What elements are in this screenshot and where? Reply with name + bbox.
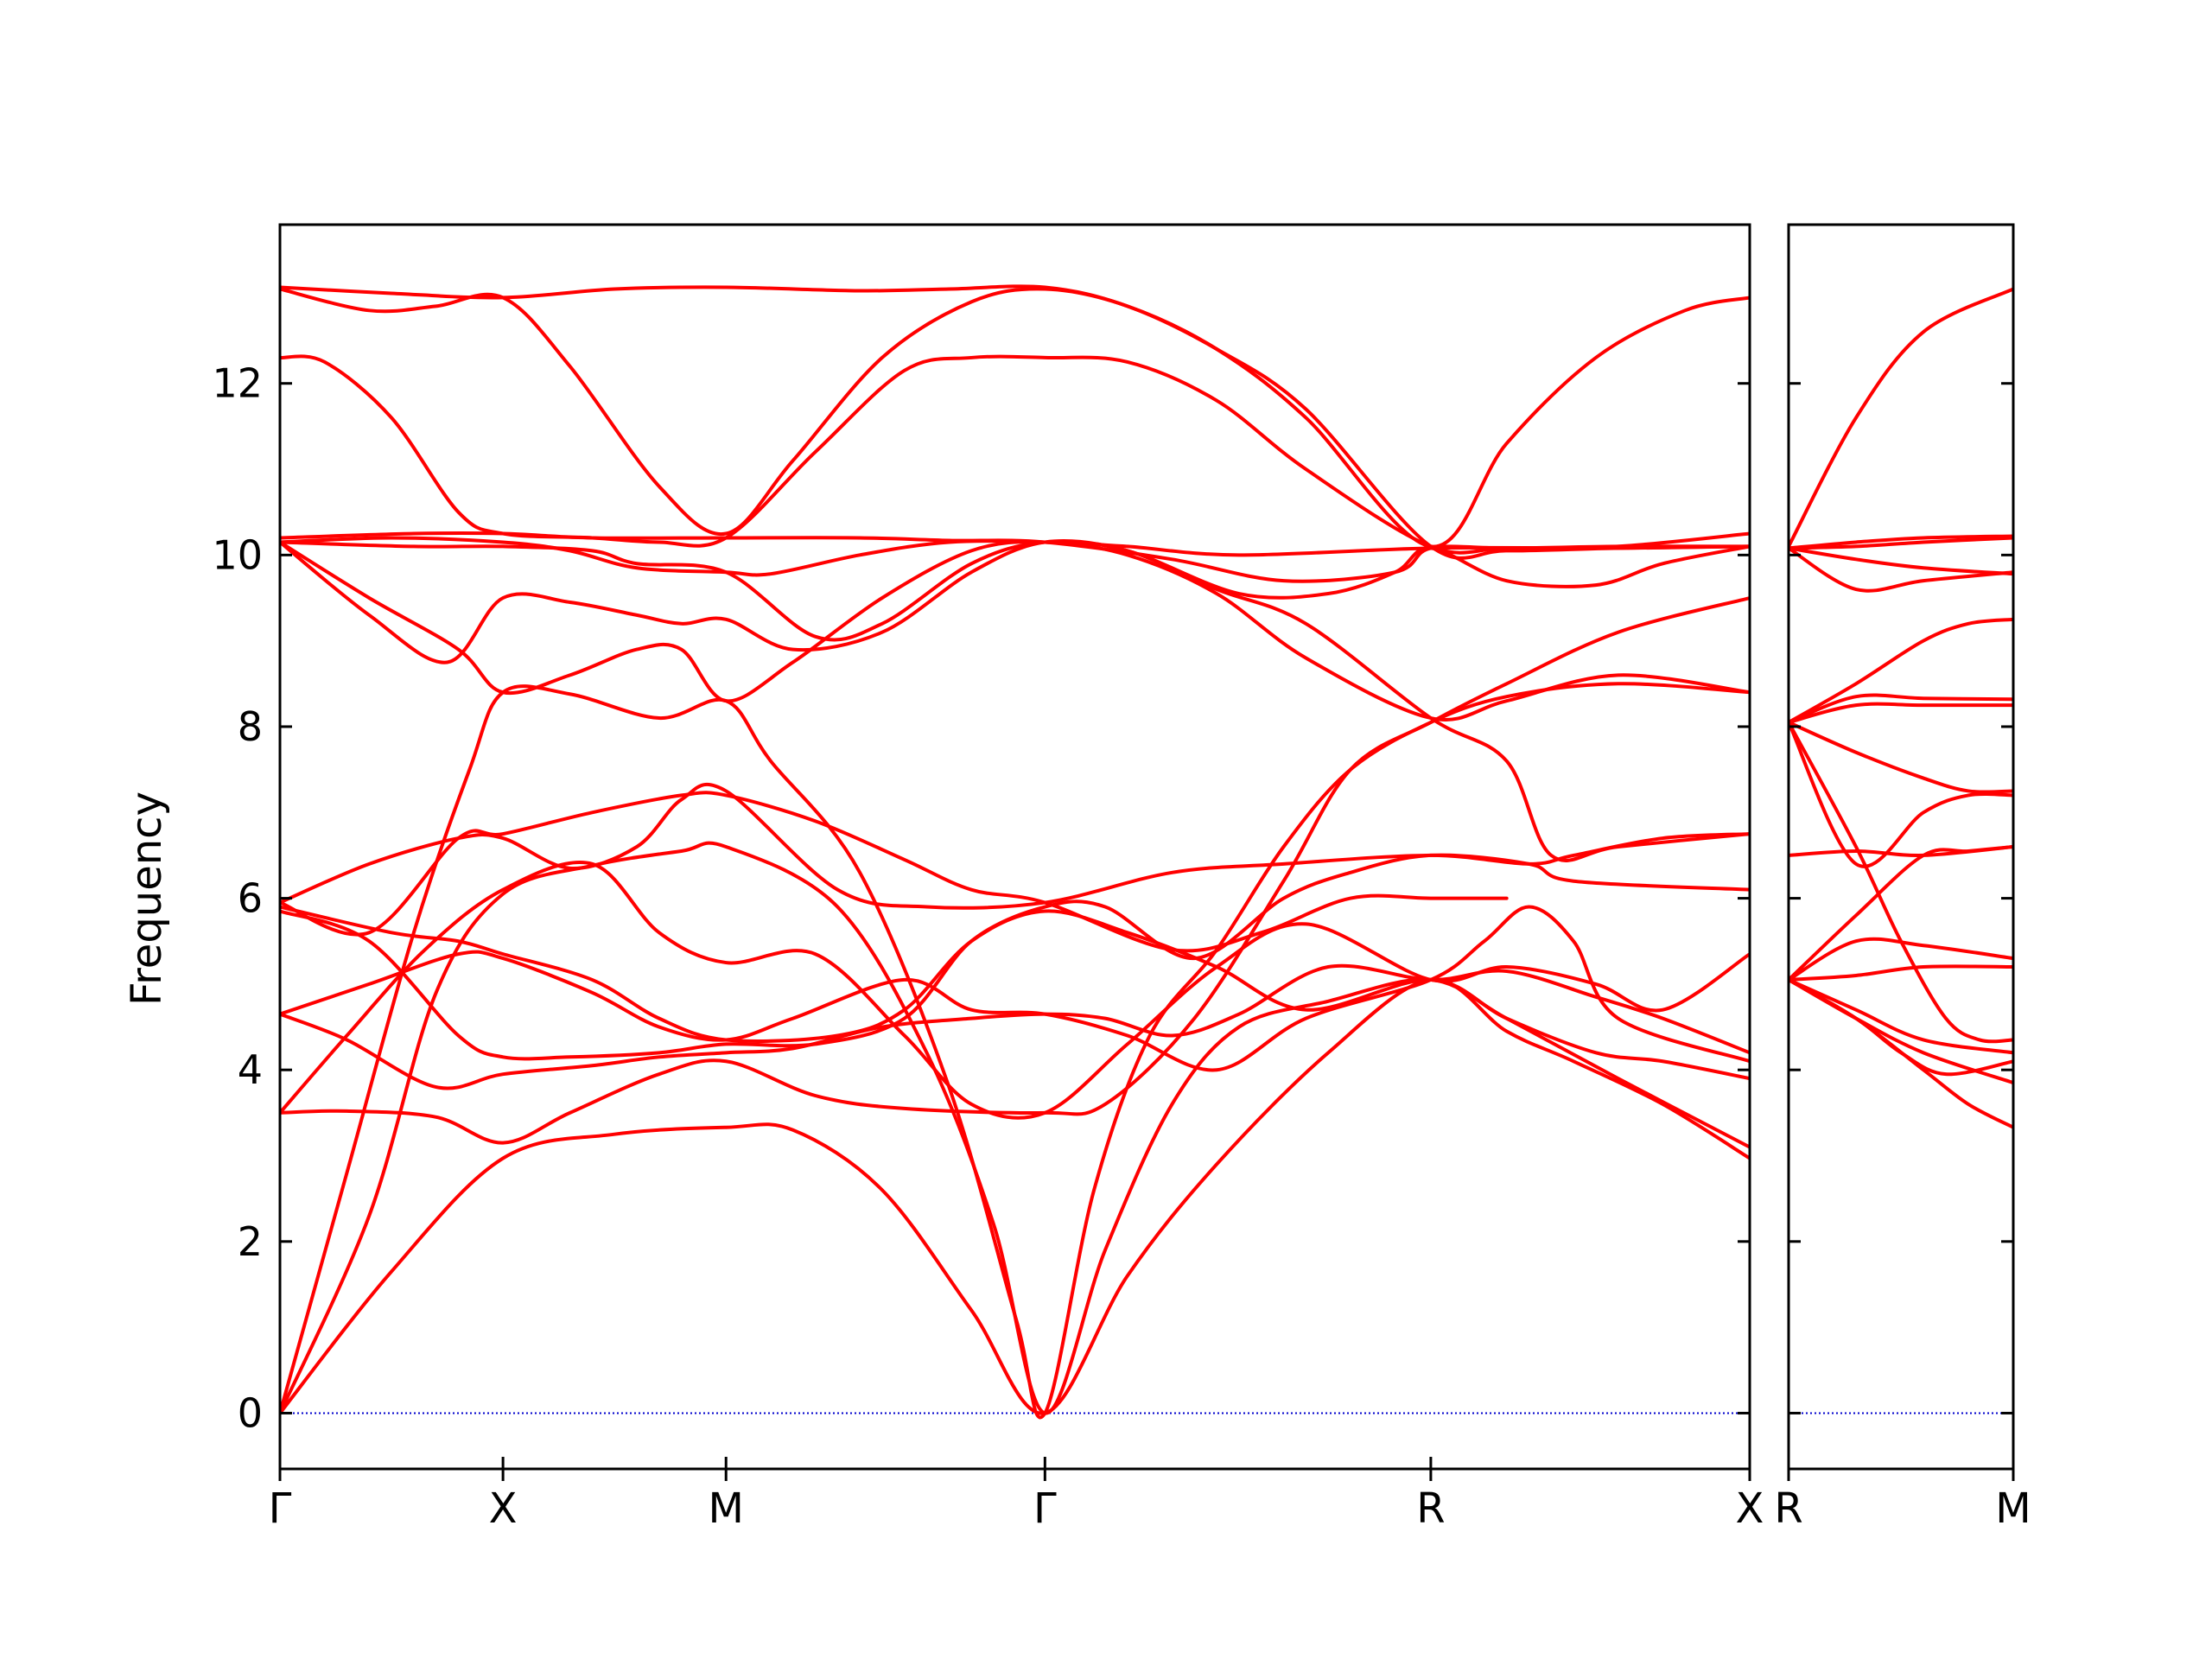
main-band-5 [280,963,1750,1090]
side-band-8 [1789,721,2013,1044]
side-band-14 [1789,546,2013,593]
main-band-3 [280,596,1750,1145]
main-band-0 [280,977,1750,1415]
main-band-13 [280,539,1750,642]
main-panel: 0 2 4 6 8 10 12 Γ X M Γ R X [212,223,1764,1533]
side-band-10 [1789,721,2013,868]
main-band-6 [280,905,1750,1072]
side-band-2 [1789,977,2013,1085]
ytick-label: 12 [212,360,263,407]
ytick-label: 2 [238,1218,263,1265]
xtick-label: Γ [269,1484,292,1533]
ytick-label: 0 [238,1389,263,1436]
ytick-label: 6 [238,875,263,922]
main-band-11 [280,539,1750,862]
side-band-11 [1789,702,2013,724]
ytick-label: 10 [212,531,263,578]
side-bands [1789,287,2013,1129]
side-band-6 [1789,845,2013,982]
main-band-17 [280,287,1750,549]
side-frame [1787,223,2015,1471]
side-band-4 [1789,964,2013,982]
xtick-label: X [489,1484,518,1533]
side-band-3 [1789,977,2013,1055]
xtick-label: M [1995,1484,2031,1533]
side-band-18 [1789,287,2013,549]
side-band-17 [1789,534,2013,550]
side-band-13 [1789,617,2013,724]
side-band-5 [1789,937,2013,982]
main-frame [278,223,1751,1471]
main-band-10 [280,791,1509,953]
side-band-7 [1789,845,2013,857]
main-band-1 [280,841,1750,1415]
main-band-16 [280,354,1750,555]
xtick-label: Γ [1033,1484,1057,1533]
ytick-label: 4 [238,1046,263,1093]
xtick-label: X [1736,1484,1764,1533]
side-band-12 [1789,693,2013,724]
xtick-label: R [1774,1484,1802,1533]
main-band-4 [280,861,1750,1120]
xtick-label: M [709,1484,744,1533]
main-band-12 [280,540,1750,721]
xtick-label: R [1416,1484,1445,1533]
main-band-18 [280,284,1750,560]
y-axis-label: Frequency [123,791,171,1006]
main-bands [280,284,1750,1420]
ytick-label: 8 [238,703,263,750]
side-band-16 [1789,536,2013,550]
side-band-15 [1789,546,2013,576]
main-band-7 [280,905,1750,1081]
main-band-9 [280,782,1750,910]
side-band-9 [1789,721,2013,794]
